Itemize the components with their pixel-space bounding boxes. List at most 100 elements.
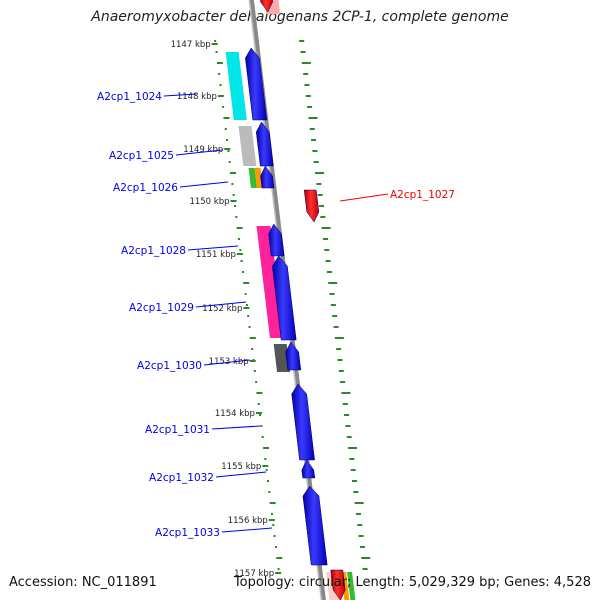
gc-dot — [240, 260, 243, 262]
gc-dot — [352, 480, 357, 482]
gc-dot — [342, 403, 348, 405]
gene-leader-line — [179, 181, 229, 188]
gc-dot — [349, 458, 355, 460]
gc-dot — [308, 117, 318, 119]
gc-dot — [299, 40, 305, 42]
gc-dot — [241, 271, 244, 273]
gene-label: A2cp1_1027 — [390, 189, 455, 201]
gc-dot — [328, 282, 338, 284]
gc-dot — [216, 62, 223, 64]
gc-dot — [235, 216, 238, 218]
gc-dot — [265, 469, 268, 471]
gc-dot — [255, 381, 258, 383]
gene-label: A2cp1_1028 — [121, 245, 186, 257]
gc-dot — [305, 95, 311, 97]
gene-leader-line — [211, 425, 261, 430]
gc-dot — [222, 106, 225, 108]
gc-dot — [321, 227, 331, 229]
gc-dot — [345, 425, 351, 427]
gc-dot — [333, 326, 339, 328]
gc-dot — [249, 337, 256, 339]
gc-dot — [362, 568, 368, 570]
gc-dot — [239, 249, 242, 251]
gc-dot — [248, 326, 251, 328]
gc-dot — [276, 557, 283, 559]
gc-dot — [247, 315, 250, 317]
gene-label: A2cp1_1031 — [145, 424, 210, 436]
gene-arrow-a2cp1-1032 — [301, 459, 316, 479]
gc-dot — [325, 260, 331, 262]
kbp-tick-label: 1157 kbp — [234, 569, 274, 579]
gc-dot — [336, 348, 342, 350]
gc-dot — [358, 535, 364, 537]
cog-box — [225, 52, 247, 120]
gc-dot — [268, 491, 271, 493]
gc-dot — [312, 150, 318, 152]
gc-dot — [243, 282, 250, 284]
gc-dot — [311, 139, 317, 141]
gc-dot — [316, 183, 322, 185]
gc-dot — [251, 348, 254, 350]
gc-dot — [264, 458, 267, 460]
gc-dot — [319, 205, 324, 207]
gene-label: A2cp1_1024 — [97, 91, 162, 103]
gc-dot — [228, 161, 231, 163]
gc-dot — [231, 183, 234, 185]
gc-dot — [226, 139, 229, 141]
gc-dot — [301, 62, 311, 64]
gc-dot — [338, 370, 344, 372]
gc-dot — [304, 84, 310, 86]
gene-arrow-a2cp1-1031 — [291, 383, 315, 461]
gene-arrow-a2cp1-1028 — [268, 223, 285, 257]
gene-label: A2cp1_1033 — [155, 527, 220, 539]
gc-dot — [315, 172, 325, 174]
gene-arrow-a2cp1-1030 — [285, 341, 302, 371]
gc-dot — [215, 51, 218, 53]
gc-dot — [256, 392, 263, 394]
gc-dot — [274, 546, 277, 548]
map-title: Anaeromyxobacter dehalogenans 2CP-1, com… — [91, 9, 509, 25]
gc-dot — [348, 447, 358, 449]
kbp-tick-label: 1154 kbp — [215, 409, 255, 419]
gc-dot — [218, 73, 221, 75]
kbp-tick-label: 1152 kbp — [202, 304, 242, 314]
gc-dot — [257, 403, 260, 405]
gc-dot — [337, 359, 343, 361]
kbp-tick-label: 1151 kbp — [196, 250, 236, 260]
gc-dot — [270, 513, 273, 515]
gc-dot — [232, 194, 235, 196]
gene-leader-line — [163, 93, 197, 97]
gc-dot — [277, 568, 280, 570]
gc-dot — [273, 535, 276, 537]
gc-dot — [260, 425, 263, 427]
gene-arrow-a2cp1-1025 — [255, 121, 274, 167]
gc-dot — [344, 414, 350, 416]
cog-box — [254, 168, 263, 188]
gc-dot — [224, 128, 227, 130]
gc-dot — [334, 337, 344, 339]
gc-dot — [326, 271, 332, 273]
gc-dot — [354, 502, 364, 504]
gc-dot — [223, 117, 230, 119]
gc-dot — [355, 513, 361, 515]
gene-leader-line — [187, 245, 239, 251]
gene-arrow-a2cp1-1024 — [245, 47, 268, 121]
kbp-tick-label: 1149 kbp — [183, 145, 223, 155]
gene-leader-line — [203, 359, 251, 366]
gene-leader-line — [215, 471, 267, 478]
gc-dot — [307, 106, 313, 108]
gene-labels: A2cp1_1024 A2cp1_1025 A2cp1_1026 A2cp1_1027… — [97, 91, 455, 539]
gc-dot — [317, 194, 323, 196]
gc-dot — [227, 150, 230, 152]
gene-leader-line — [339, 193, 389, 202]
gene-arrow-a2cp1-1027 — [303, 189, 320, 223]
gc-dot — [332, 315, 338, 317]
gc-dot — [272, 524, 275, 526]
gene-label: A2cp1_1032 — [149, 472, 214, 484]
cog-box — [347, 572, 356, 600]
gc-dot — [322, 238, 328, 240]
gc-dot — [300, 51, 306, 53]
gc-dot — [320, 216, 326, 218]
gc-dot — [244, 293, 247, 295]
